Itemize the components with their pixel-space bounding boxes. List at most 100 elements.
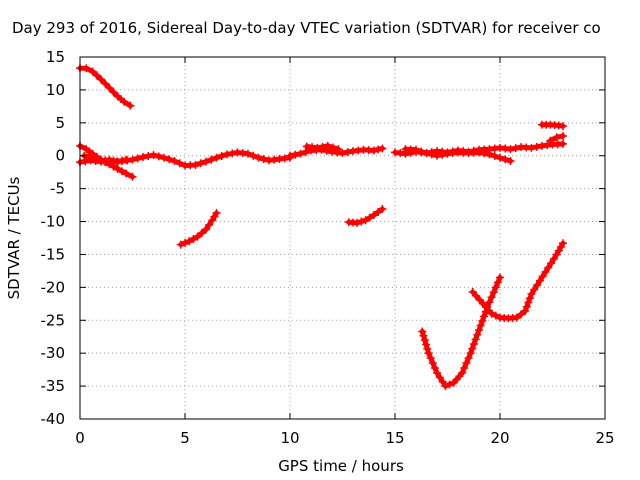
- data-point: [217, 152, 226, 161]
- data-point: [361, 216, 370, 225]
- x-tick-label: 0: [75, 429, 85, 447]
- series-6: [302, 141, 343, 154]
- data-point: [196, 159, 205, 168]
- data-point: [428, 359, 437, 368]
- y-tick-label: -30: [41, 344, 66, 362]
- data-point: [533, 281, 542, 290]
- data-point: [202, 157, 210, 166]
- data-point: [105, 83, 114, 92]
- data-point: [468, 344, 477, 353]
- data-point: [144, 152, 153, 161]
- data-point: [170, 156, 179, 165]
- data-point: [472, 291, 481, 300]
- data-point: [165, 155, 174, 164]
- data-point: [480, 312, 489, 321]
- data-point: [506, 145, 515, 154]
- data-point: [154, 152, 163, 161]
- x-axis-label: GPS time / hours: [278, 457, 404, 475]
- data-point: [84, 153, 93, 162]
- data-point: [357, 217, 366, 226]
- data-point: [433, 368, 441, 377]
- y-tick-label: -20: [41, 278, 66, 296]
- data-point: [464, 354, 473, 363]
- data-point: [493, 278, 502, 287]
- data-point: [160, 153, 168, 162]
- data-point: [511, 144, 520, 153]
- data-point: [88, 67, 97, 76]
- data-point: [175, 159, 184, 168]
- series-12: [546, 131, 567, 145]
- data-point: [473, 330, 482, 339]
- data-point: [202, 225, 210, 234]
- data-point: [122, 155, 131, 164]
- data-point: [185, 237, 194, 246]
- data-point: [419, 331, 428, 340]
- data-point: [118, 167, 126, 176]
- data-point: [378, 205, 387, 214]
- data-point: [212, 208, 221, 217]
- data-point: [126, 101, 135, 110]
- data-point: [559, 139, 567, 148]
- data-point: [527, 289, 536, 298]
- data-point: [296, 149, 305, 158]
- data-point: [113, 157, 122, 166]
- data-point: [378, 144, 387, 153]
- data-point: [468, 287, 477, 296]
- data-point: [370, 210, 378, 219]
- data-point: [517, 310, 525, 319]
- data-point: [422, 149, 431, 158]
- data-point: [485, 150, 494, 159]
- data-point: [490, 152, 499, 161]
- data-point: [374, 208, 383, 217]
- series-7: [176, 208, 221, 249]
- data-point: [176, 240, 185, 249]
- x-tick-label: 20: [490, 429, 509, 447]
- y-tick-label: -10: [41, 213, 66, 231]
- data-point: [88, 154, 97, 163]
- y-tick-label: -40: [41, 410, 66, 428]
- data-point: [343, 148, 352, 157]
- data-point: [541, 268, 550, 277]
- data-point: [105, 155, 114, 164]
- data-point: [489, 288, 498, 297]
- data-point: [491, 311, 500, 320]
- data-point: [301, 148, 310, 157]
- data-point: [559, 239, 567, 248]
- y-tick-label: 15: [46, 48, 65, 66]
- x-tick-label: 25: [595, 429, 614, 447]
- data-point: [547, 259, 556, 268]
- series-1: [76, 64, 135, 110]
- data-point: [458, 368, 467, 377]
- plot-frame: [79, 56, 606, 420]
- data-point: [549, 254, 558, 263]
- data-point: [438, 150, 447, 159]
- data-point: [487, 309, 496, 318]
- data-point: [478, 316, 487, 325]
- data-point: [480, 149, 489, 158]
- y-axis-label: SDTVAR / TECUs: [5, 176, 23, 299]
- data-point: [139, 153, 147, 162]
- data-point: [197, 229, 206, 238]
- data-point: [535, 276, 544, 285]
- data-point: [475, 295, 484, 304]
- data-point: [286, 151, 294, 160]
- data-point: [466, 349, 475, 358]
- data-point: [120, 97, 129, 106]
- data-point: [485, 298, 494, 307]
- y-tick-label: 10: [46, 81, 65, 99]
- data-point: [420, 336, 429, 345]
- data-point: [441, 382, 450, 391]
- data-point: [506, 156, 515, 165]
- data-point: [418, 327, 427, 336]
- data-point: [412, 145, 420, 154]
- data-point: [544, 263, 553, 272]
- data-point: [92, 155, 101, 164]
- data-point: [417, 147, 426, 156]
- data-point: [525, 294, 534, 303]
- data-point: [207, 155, 216, 164]
- data-point: [334, 145, 343, 154]
- data-point: [433, 151, 441, 160]
- series-10: [401, 145, 515, 165]
- data-point: [259, 155, 268, 164]
- data-point: [118, 156, 126, 165]
